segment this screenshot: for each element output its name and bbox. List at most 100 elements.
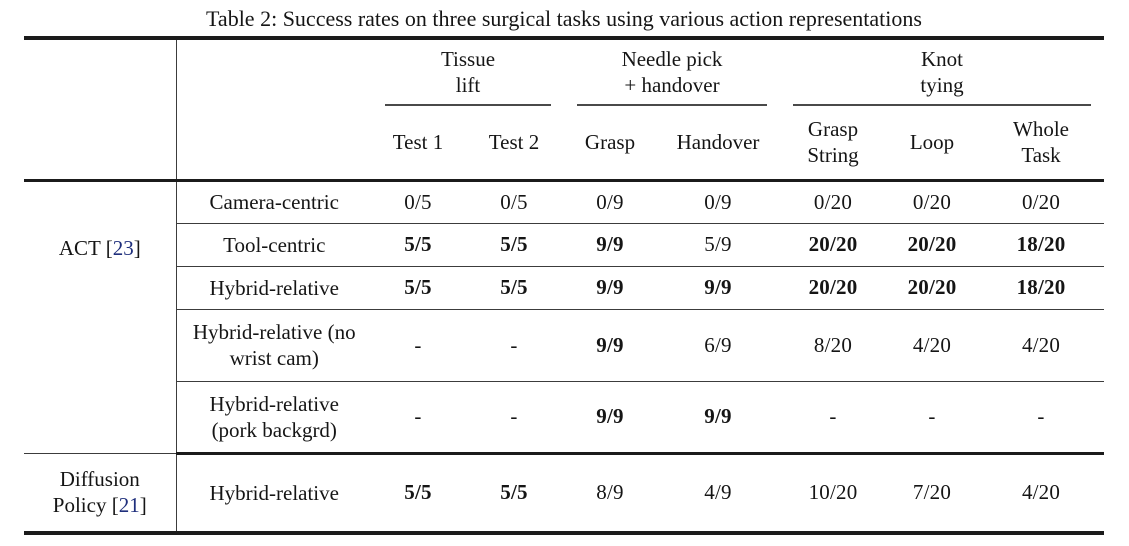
value-cell: 9/9 <box>564 223 656 267</box>
value-cell: 8/20 <box>780 309 886 382</box>
variant-cell: Hybrid-relative <box>175 453 372 533</box>
value-cell: 0/5 <box>372 180 464 224</box>
column-group-label: Tissue lift <box>385 46 551 106</box>
value-cell: - <box>978 381 1105 455</box>
column-header-test-2: Test 2 <box>464 106 564 182</box>
subcolumn-header-row: Test 1 Test 2 Grasp Handover Grasp Strin… <box>24 106 1105 182</box>
variant-cell: Camera-centric <box>175 180 372 224</box>
label-line: tying <box>920 73 964 97</box>
header-spacer-variant-col <box>175 38 372 106</box>
value-cell: 6/9 <box>656 309 780 382</box>
column-group-knot-tying: Knot tying <box>780 38 1104 106</box>
label-line: Test 1 <box>392 130 444 155</box>
row-group-label-act: ACT [23] <box>24 180 176 454</box>
value-cell: 4/9 <box>704 480 732 505</box>
column-group-tissue-lift: Tissue lift <box>372 38 564 106</box>
citation-23-link[interactable]: 23 <box>112 235 134 260</box>
header-spacer-group-col <box>24 38 176 106</box>
value-cell: 4/20 <box>1021 480 1061 505</box>
label-line: Handover <box>676 130 760 155</box>
value-cell: - <box>886 381 978 455</box>
variant-cell: Hybrid-relative (no wrist cam) <box>175 309 372 382</box>
value-cell: 0/9 <box>564 180 656 224</box>
label-line: + handover <box>624 73 720 97</box>
column-group-label: Needle pick + handover <box>577 46 767 106</box>
label-line: Whole <box>1013 117 1069 142</box>
column-header-loop: Loop <box>886 106 978 182</box>
row-group-label-diffusion-policy: Diffusion Policy [21] <box>24 453 176 533</box>
label-line: Needle pick <box>621 47 723 71</box>
citation-bracket: ] <box>139 493 147 518</box>
label-line: Knot <box>921 47 964 71</box>
label-line: lift <box>455 73 481 97</box>
row-group-name-text: Policy [ <box>52 493 119 518</box>
row-group-name: ACT <box>58 235 101 260</box>
citation-bracket: [ <box>100 235 113 260</box>
label-line: String <box>807 143 859 168</box>
value-cell: 9/9 <box>564 266 656 310</box>
value-cell: 5/5 <box>404 480 432 505</box>
value-cell: - <box>372 309 464 382</box>
header-spacer-group-col <box>24 106 176 182</box>
value-cell: 5/5 <box>372 223 464 267</box>
value-cell: 18/20 <box>978 223 1105 267</box>
table-row-hybrid-relative: Hybrid-relative 5/5 5/5 9/9 9/9 20/20 20… <box>24 266 1105 310</box>
value-cell: 5/5 <box>372 266 464 310</box>
label-line: Grasp <box>584 130 636 155</box>
row-group-name: Policy [21] <box>24 492 176 518</box>
value-cell: - <box>464 381 564 455</box>
value-cell: 7/20 <box>912 480 952 505</box>
citation-21-link[interactable]: 21 <box>118 493 140 518</box>
variant-cell: Hybrid-relative (pork backgrd) <box>175 381 372 455</box>
value-cell: 0/5 <box>464 180 564 224</box>
value-cell: - <box>780 381 886 455</box>
label-line: Loop <box>909 130 955 155</box>
value-cell: 0/20 <box>978 180 1105 224</box>
column-group-needle-pick-handover: Needle pick + handover <box>564 38 780 106</box>
table-row-hybrid-relative-pork-backgrd: Hybrid-relative (pork backgrd) - - 9/9 9… <box>24 381 1105 455</box>
value-cell: 9/9 <box>656 266 780 310</box>
column-group-header-row: Tissue lift Needle pick + handover Knot … <box>24 38 1104 106</box>
label-line: Test 2 <box>488 130 540 155</box>
table-row-tool-centric: Tool-centric 5/5 5/5 9/9 5/9 20/20 20/20… <box>24 223 1105 267</box>
variant-cell: Tool-centric <box>175 223 372 267</box>
value-cell: 9/9 <box>564 309 656 382</box>
variant-cell: Hybrid-relative <box>175 266 372 310</box>
table-row-hybrid-relative-no-wrist-cam: Hybrid-relative (no wrist cam) - - 9/9 6… <box>24 309 1105 382</box>
value-cell: 18/20 <box>978 266 1105 310</box>
value-cell: 0/20 <box>886 180 978 224</box>
value-cell: 4/20 <box>978 309 1105 382</box>
value-cell: 9/9 <box>656 381 780 455</box>
table-row-diffusion-hybrid-relative: Diffusion Policy [21] Hybrid-relative 5/… <box>24 453 1104 533</box>
value-cell: 20/20 <box>780 266 886 310</box>
table-row-camera-centric: ACT [23] Camera-centric 0/5 0/5 0/9 0/9 … <box>24 180 1105 454</box>
value-cell: 20/20 <box>780 223 886 267</box>
label-line: Task <box>1021 143 1061 168</box>
value-cell: - <box>372 381 464 455</box>
value-cell: - <box>464 309 564 382</box>
value-cell: 8/9 <box>596 480 624 505</box>
value-cell: 9/9 <box>564 381 656 455</box>
column-header-test-1: Test 1 <box>372 106 464 182</box>
column-header-whole-task: Whole Task <box>978 106 1105 182</box>
value-cell: 20/20 <box>886 266 978 310</box>
results-table: Tissue lift Needle pick + handover Knot … <box>24 36 1105 535</box>
value-cell: 5/5 <box>464 223 564 267</box>
column-header-grasp-string: Grasp String <box>780 106 886 182</box>
column-group-label: Knot tying <box>793 46 1092 106</box>
value-cell: 20/20 <box>886 223 978 267</box>
value-cell: 5/5 <box>464 266 564 310</box>
value-cell: 0/20 <box>780 180 886 224</box>
column-header-grasp: Grasp <box>564 106 656 182</box>
value-cell: 5/9 <box>656 223 780 267</box>
citation-bracket: ] <box>133 235 141 260</box>
label-line: Grasp <box>807 117 859 142</box>
header-spacer-variant-col <box>175 106 372 182</box>
value-cell: 0/9 <box>656 180 780 224</box>
value-cell: 10/20 <box>808 480 858 505</box>
label-line: Tissue <box>440 47 496 71</box>
value-cell: 4/20 <box>886 309 978 382</box>
value-cell: 5/5 <box>500 480 528 505</box>
row-group-name: Diffusion <box>59 467 140 492</box>
column-header-handover: Handover <box>656 106 780 182</box>
